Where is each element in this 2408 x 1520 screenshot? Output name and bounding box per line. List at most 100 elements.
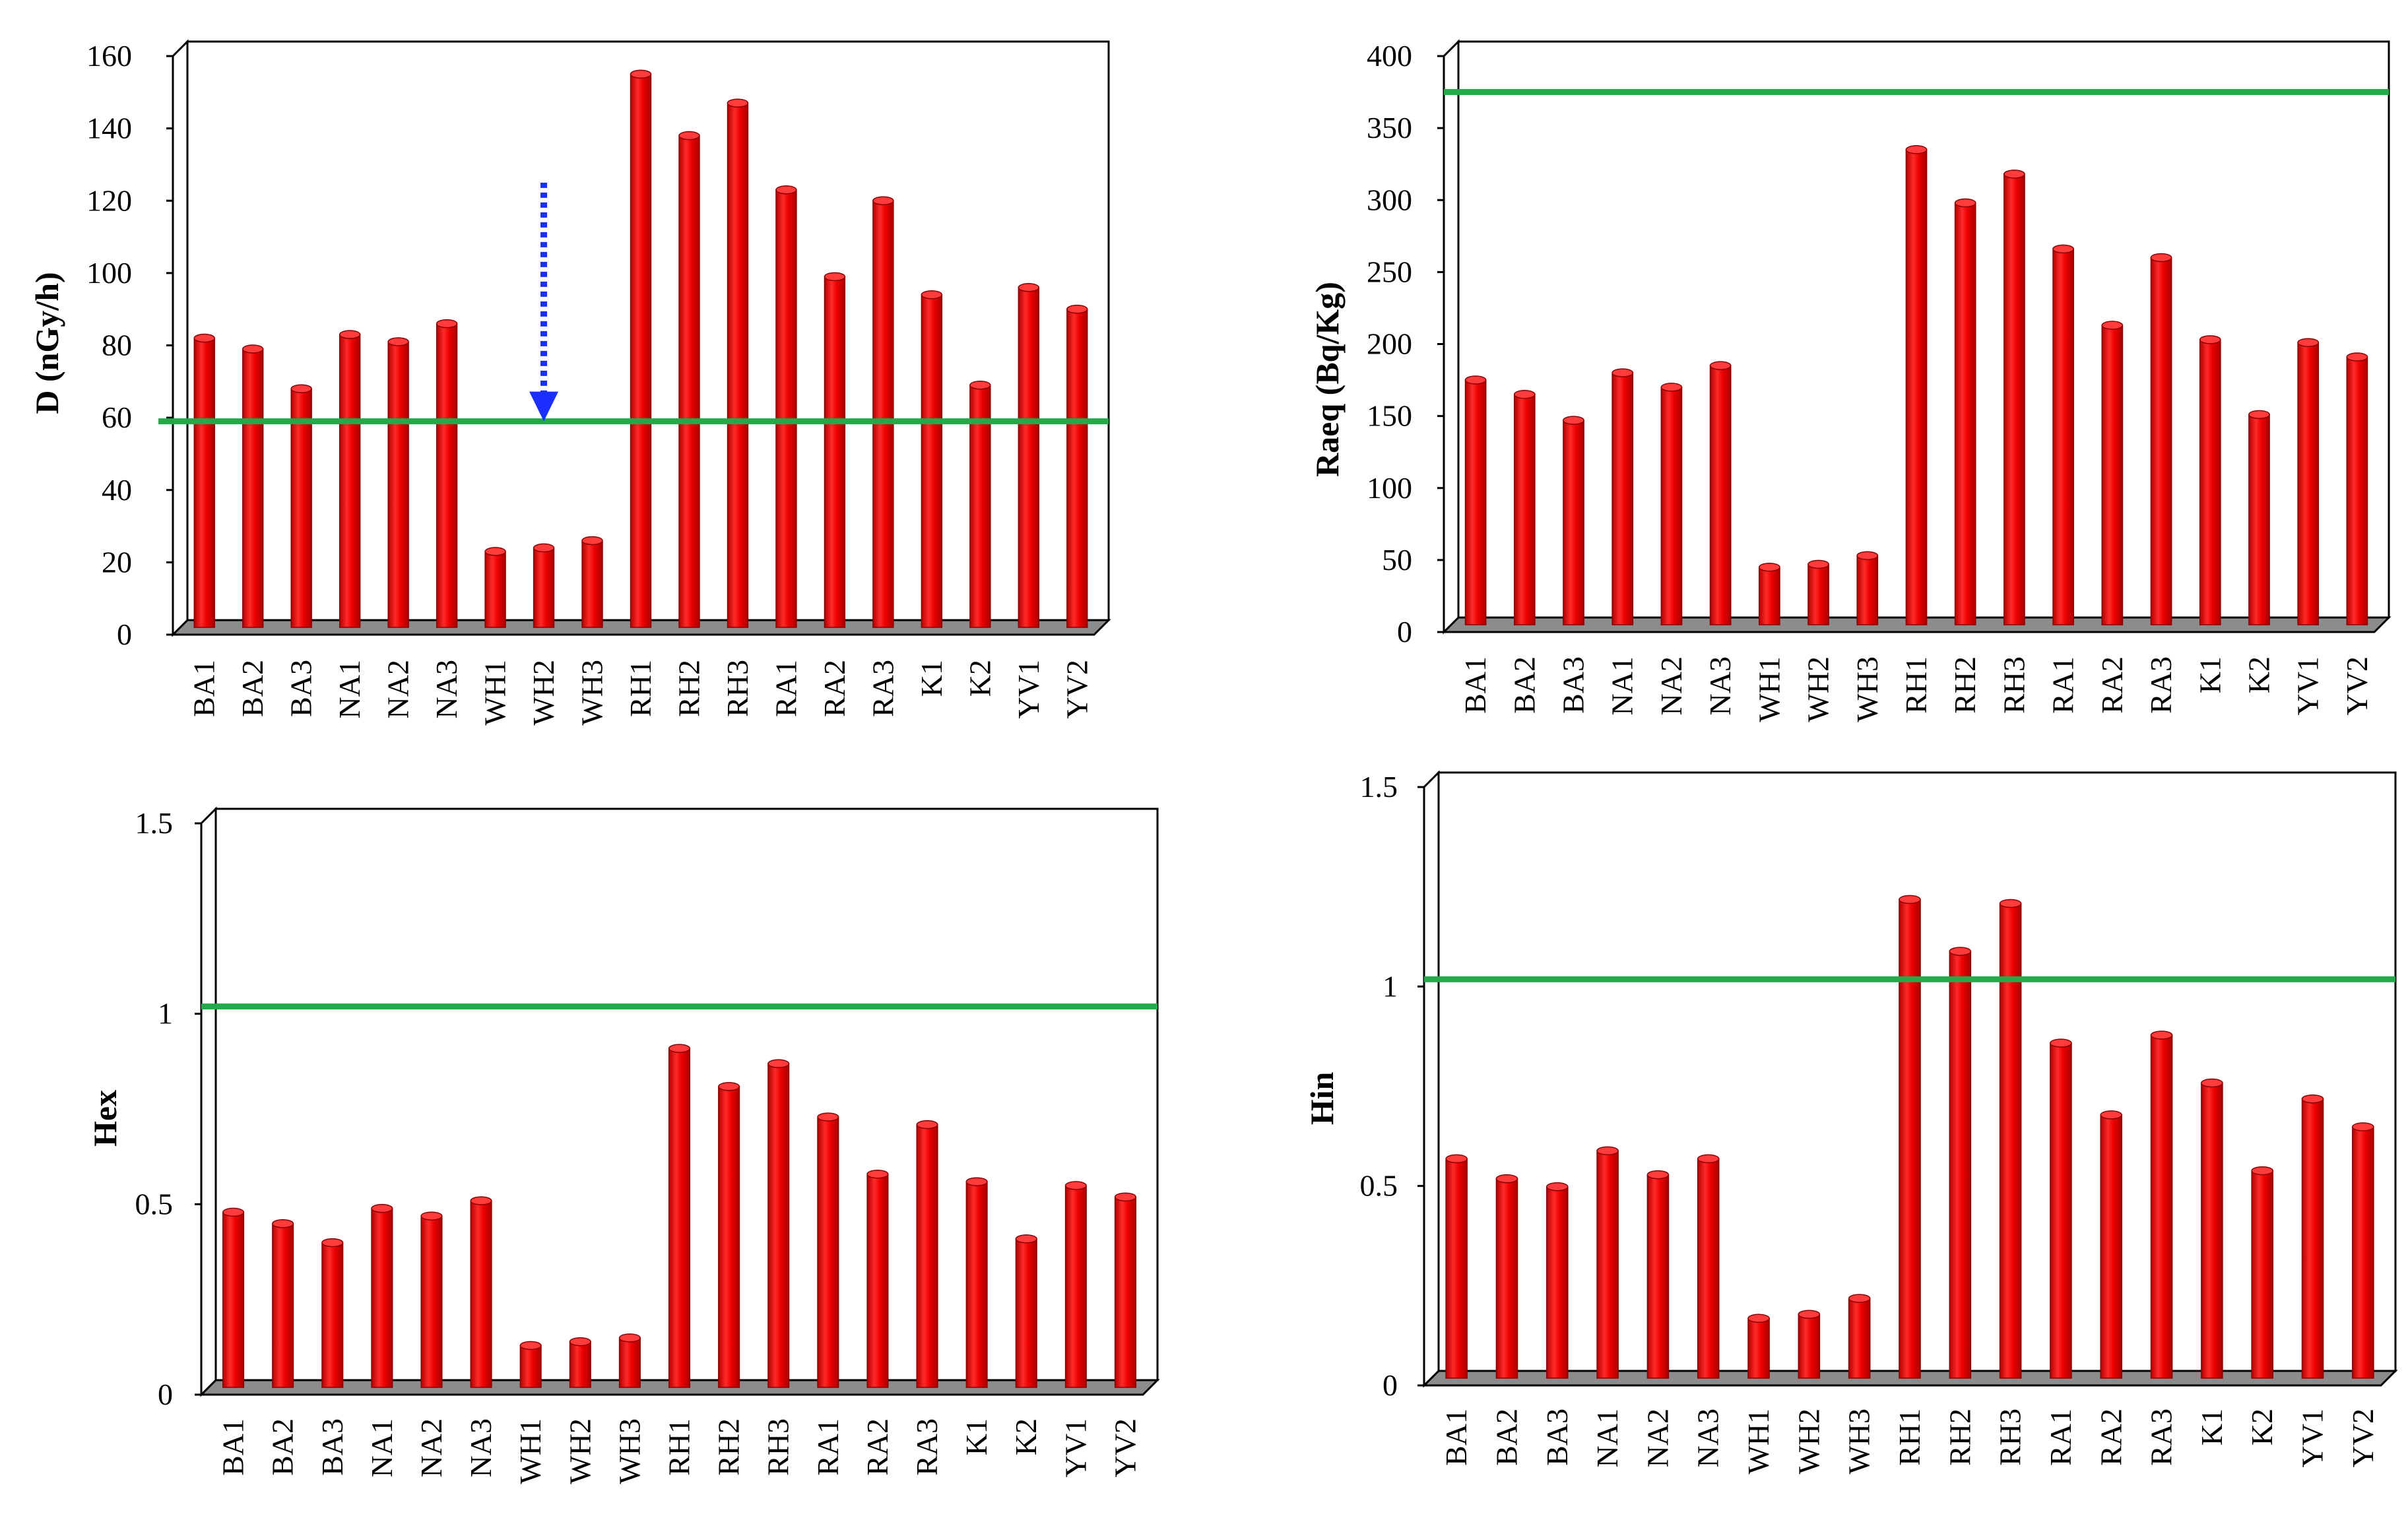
bar-k1 <box>921 294 943 628</box>
bar-cap <box>2150 253 2172 263</box>
bar-cap <box>1954 198 1976 208</box>
x-tick-label: BA1 <box>1439 1409 1473 1466</box>
bar-ra3 <box>2150 1034 2173 1379</box>
x-tick-label: YV2 <box>1060 660 1093 718</box>
bar-cap <box>2003 170 2025 179</box>
x-tick-label: RH2 <box>1943 1409 1976 1466</box>
bar-wh2 <box>1798 1314 1821 1379</box>
x-tick-label: NA2 <box>381 660 415 718</box>
bar-rh3 <box>727 102 749 628</box>
bar-na2 <box>420 1215 443 1388</box>
chart-external-hazard-index: Hex 0 0.5 1 1.5 BA1 BA2 BA3 NA1 NA2 NA3 WH1 WH2 WH3 R… <box>86 806 1160 1484</box>
bar-yv2 <box>1066 308 1088 628</box>
x-tick-label: RA1 <box>769 660 802 717</box>
x-tick-label: WH3 <box>575 660 609 726</box>
bar-wh3 <box>1848 1298 1871 1379</box>
y-tick-label: 140 <box>86 111 132 145</box>
bar-cap <box>1856 551 1879 560</box>
bar-rh3 <box>1999 902 2022 1379</box>
x-tick-label: YV1 <box>1058 1418 1092 1477</box>
bar-ra1 <box>2050 1042 2072 1379</box>
y-axis-label-dose: D (nGy/h) <box>28 272 65 414</box>
x-tick-label: K1 <box>2195 1409 2229 1445</box>
bar-ba3 <box>290 388 312 628</box>
bar-ba1 <box>1464 379 1487 625</box>
bar-ra3 <box>2150 257 2172 625</box>
bar-rh2 <box>1954 202 1976 625</box>
y-tick-label: 150 <box>1367 399 1412 433</box>
x-tick-label: YV1 <box>1012 660 1045 718</box>
y-tick-label: 0 <box>158 1378 173 1411</box>
bar-cap <box>1464 375 1487 385</box>
bar-cap <box>1596 1146 1619 1156</box>
bar-cap <box>727 98 749 108</box>
bar-cap <box>290 384 312 393</box>
bar-cap <box>533 543 555 553</box>
x-tick-label: NA3 <box>464 1418 498 1477</box>
bar-cap <box>630 69 652 79</box>
x-tick-label: BA2 <box>236 660 269 717</box>
bar-cap <box>1015 1234 1037 1244</box>
x-tick-label: WH3 <box>1842 1409 1876 1474</box>
chart-radium-equivalent: Raeq (Bq/Kg) 0 50 100 150 200 250 300 350 400 BA1… <box>1309 39 2392 722</box>
bar-cap <box>1709 361 1732 370</box>
bar-na1 <box>1596 1150 1619 1379</box>
x-tick-label: RA3 <box>2144 656 2178 714</box>
x-tick-label: RA1 <box>811 1418 845 1476</box>
x-tick-label: WH1 <box>1741 1409 1775 1474</box>
bar-cap <box>2100 1110 2123 1120</box>
bar-cap <box>321 1238 344 1248</box>
x-tick-label: RA2 <box>2094 1409 2128 1466</box>
bar-na2 <box>1646 1174 1670 1379</box>
bar-yv2 <box>2352 1126 2374 1379</box>
bar-na1 <box>1611 372 1634 625</box>
bar-rh3 <box>767 1063 790 1388</box>
x-tick-label: BA2 <box>1507 656 1541 714</box>
bar-wh1 <box>484 551 506 628</box>
x-tick-label: RH3 <box>721 660 754 717</box>
bar-cap <box>668 1044 691 1053</box>
bar-cap <box>916 1120 938 1129</box>
bar-cap <box>569 1337 591 1346</box>
bar-na3 <box>470 1200 492 1388</box>
bar-cap <box>1660 383 1683 392</box>
bar-na2 <box>387 341 409 628</box>
bar-cap <box>767 1059 790 1069</box>
y-tick-label: 400 <box>1367 39 1412 73</box>
bar-k1 <box>965 1181 988 1388</box>
x-tick-label: RA3 <box>2145 1409 2178 1466</box>
bar-cap <box>1018 283 1039 292</box>
bar-cap <box>921 290 943 300</box>
x-tick-label: RA1 <box>2046 656 2080 714</box>
bar-ba1 <box>1445 1158 1468 1379</box>
x-tick-label: K2 <box>2242 656 2275 693</box>
bar-cap <box>618 1333 641 1343</box>
bar-k1 <box>2201 1082 2223 1379</box>
bar-cap <box>2150 1030 2173 1040</box>
bar-rh1 <box>668 1048 691 1388</box>
bar-k2 <box>1015 1238 1037 1388</box>
bar-na3 <box>1697 1158 1720 1379</box>
bar-cap <box>2201 1078 2223 1088</box>
bar-wh3 <box>581 540 603 628</box>
bar-wh1 <box>1759 566 1780 625</box>
bar-na3 <box>1709 365 1732 625</box>
bar-ba1 <box>193 337 215 628</box>
bar-wh2 <box>533 547 555 628</box>
x-tick-label: NA1 <box>1606 656 1639 715</box>
x-tick-label: NA3 <box>1691 1409 1725 1467</box>
x-tick-label: RA2 <box>861 1418 894 1476</box>
bar-cap <box>1114 1192 1136 1202</box>
bar-rh3 <box>2003 174 2025 625</box>
bar-wh3 <box>618 1337 641 1388</box>
y-tick-label: 120 <box>86 183 132 217</box>
bar-ba2 <box>242 348 264 628</box>
bar-cap <box>272 1219 294 1228</box>
y-tick-label: 40 <box>102 473 132 507</box>
x-tick-label: BA1 <box>187 660 221 717</box>
bar-ba1 <box>222 1211 245 1388</box>
bar-cap <box>1759 562 1780 572</box>
bar-cap <box>1445 1154 1468 1164</box>
bar-cap <box>2251 1166 2273 1176</box>
x-tick-label: RA3 <box>910 1418 944 1476</box>
